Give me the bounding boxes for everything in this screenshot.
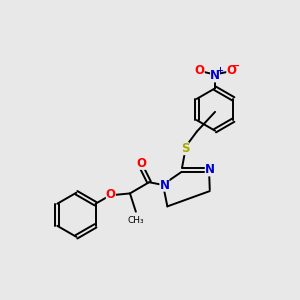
Text: N: N	[205, 164, 215, 176]
Text: O: O	[226, 64, 236, 77]
Text: CH₃: CH₃	[128, 216, 144, 225]
Text: O: O	[195, 64, 205, 77]
Text: −: −	[232, 60, 240, 70]
Text: O: O	[106, 188, 116, 201]
Text: N: N	[159, 179, 170, 192]
Text: O: O	[137, 157, 147, 170]
Text: N: N	[210, 69, 220, 82]
Text: S: S	[181, 142, 189, 155]
Text: +: +	[216, 66, 223, 75]
